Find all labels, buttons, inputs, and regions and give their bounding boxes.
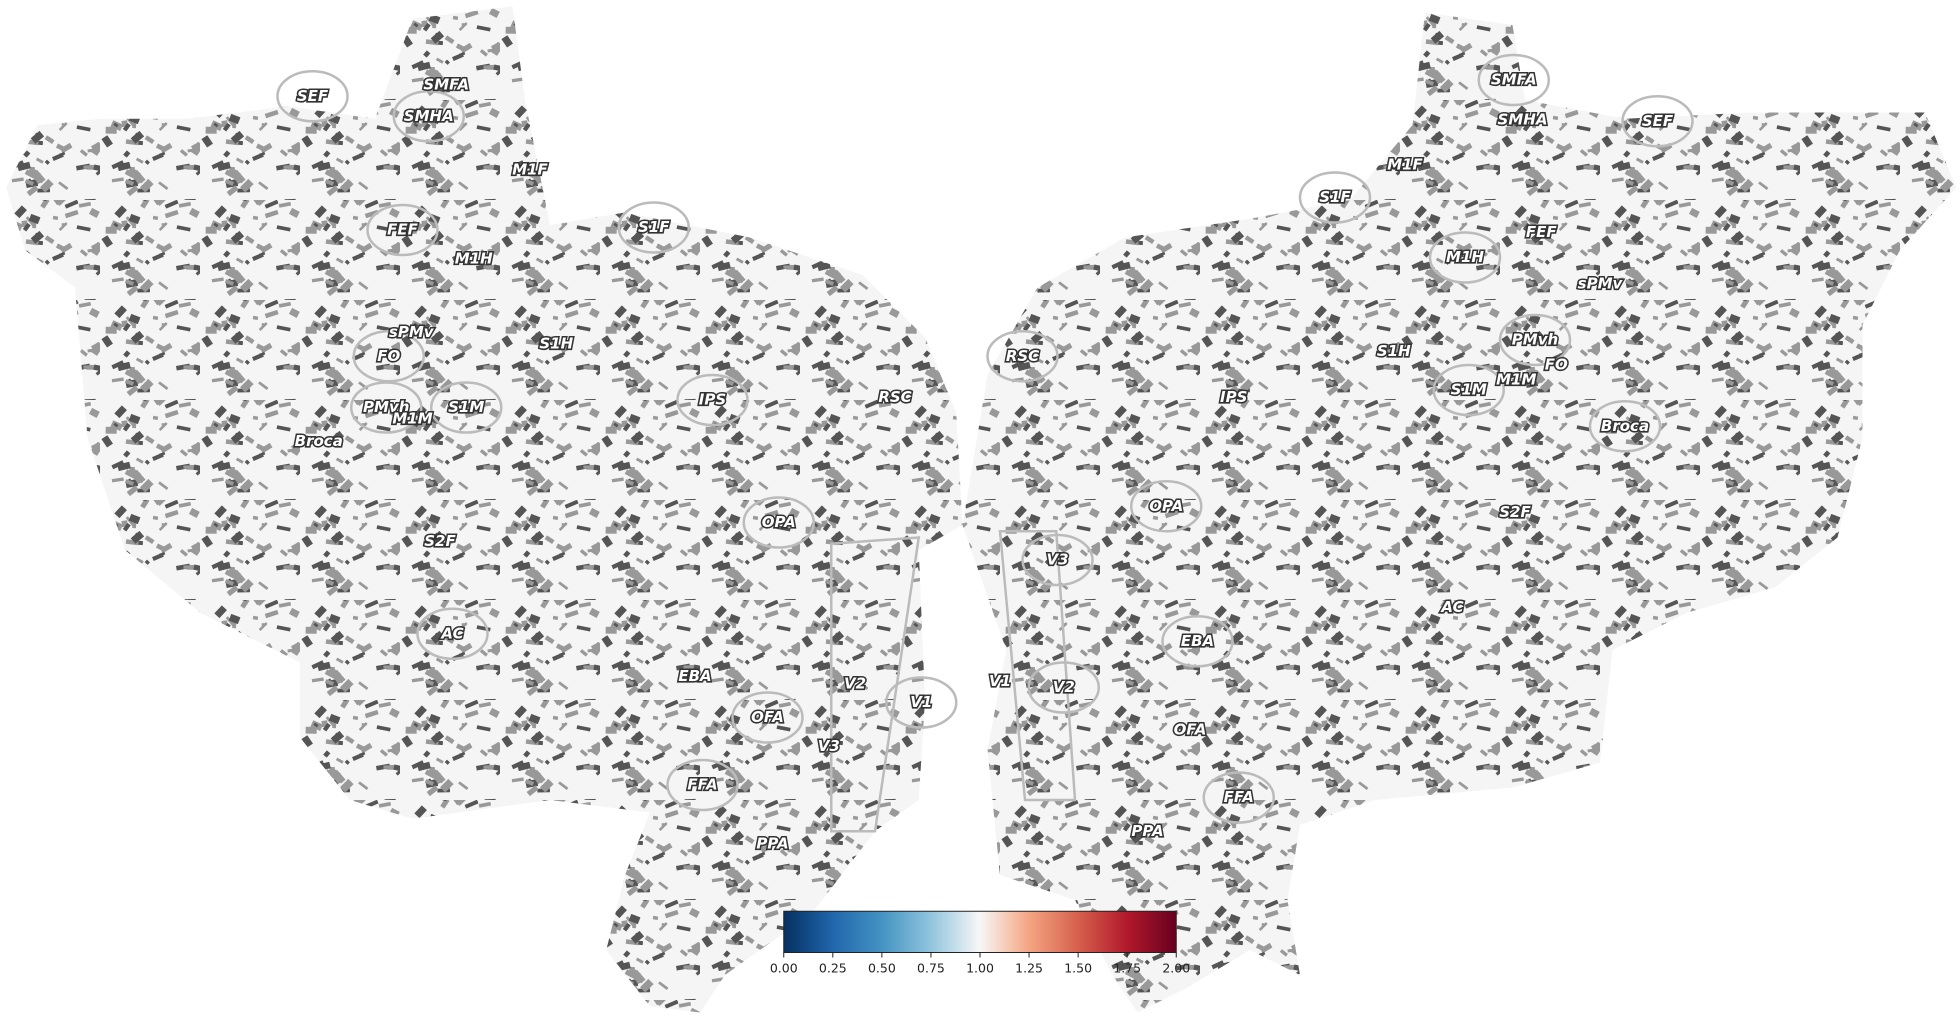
roi-label: V2: [844, 674, 866, 692]
colorbar-tick-label: 1.50: [1064, 961, 1092, 976]
roi-outline: [676, 373, 749, 427]
roi-label: OFA: [751, 708, 784, 726]
roi-label: EBA: [678, 667, 711, 685]
colorbar-tick-label: 1.00: [966, 961, 994, 976]
roi-outline: [986, 329, 1059, 383]
roi-label: V3: [1046, 551, 1068, 569]
roi-label: OFA: [1174, 721, 1207, 739]
roi-label: FEF: [1526, 223, 1557, 241]
roi-label: OPA: [762, 513, 796, 531]
roi-outline: [1021, 533, 1094, 587]
colorbar-tick-label: 2.00: [1162, 961, 1190, 976]
roi-outline: [1428, 231, 1502, 284]
roi-label: SMFA: [423, 76, 469, 94]
roi-outline: [1161, 614, 1234, 668]
roi-label: RSC: [1006, 347, 1039, 365]
roi-outline: [998, 529, 1077, 802]
colorbar-tick-label: 1.25: [1015, 961, 1043, 976]
roi-label: PMvh: [1512, 331, 1558, 349]
colorbar-tick-label: 0.50: [868, 961, 896, 976]
roi-outline: [617, 201, 691, 254]
roi-label: IPS: [1220, 388, 1247, 406]
roi-label: RSC: [878, 388, 911, 406]
roi-outline: [276, 69, 349, 123]
roi-label: M1H: [455, 249, 493, 267]
roi-outline: [885, 676, 958, 729]
colorbar-tick-label: 0.25: [819, 961, 847, 976]
roi-outline: [416, 607, 489, 660]
roi-outline: [1588, 399, 1662, 453]
roi-label: FO: [377, 347, 400, 365]
roi-outline: [1298, 171, 1372, 224]
roi-label: AC: [440, 624, 463, 642]
colorbar: [783, 910, 1177, 953]
roi-label: M1M: [392, 409, 432, 427]
roi-label: S1M: [1451, 381, 1487, 399]
colorbar-tick-label: 1.75: [1113, 961, 1141, 976]
roi-label: S2F: [1499, 503, 1531, 521]
roi-outline: [1498, 313, 1572, 367]
roi-outline: [392, 89, 466, 143]
roi-label: Broca: [295, 432, 343, 450]
roi-label: PPA: [756, 834, 788, 852]
roi-label: S2F: [424, 532, 456, 550]
roi-label: M1F: [512, 161, 548, 179]
roi-label: IPS: [699, 391, 726, 409]
roi-label: SMFA: [1491, 71, 1537, 89]
roi-outline: [352, 329, 426, 383]
roi-outline: [1477, 53, 1550, 107]
colorbar-tick-label: 0.75: [917, 961, 945, 976]
roi-label: AC: [1440, 598, 1463, 616]
roi-label: SEF: [1642, 112, 1674, 130]
roi-label: sPMv: [389, 323, 435, 341]
colorbar-tick-label: 0.00: [770, 961, 798, 976]
roi-label: V1: [910, 693, 932, 711]
roi-outline: [1027, 661, 1100, 714]
roi-outline: [731, 691, 804, 744]
right-hemisphere: [962, 12, 1957, 1013]
roi-label: SEF: [297, 87, 329, 105]
roi-label: SMHA: [404, 107, 454, 125]
roi-outline: [830, 536, 921, 833]
roi-label: M1M: [1496, 371, 1536, 389]
roi-label: V1: [989, 672, 1011, 690]
roi-label: PMvh: [363, 398, 409, 416]
roi-outline: [1432, 363, 1505, 417]
roi-label: S1H: [539, 334, 573, 352]
roi-label: SMHA: [1498, 111, 1548, 129]
roi-label: OPA: [1149, 497, 1183, 515]
roi-outline: [350, 381, 423, 434]
roi-label: FEF: [387, 221, 418, 239]
roi-label: M1F: [1387, 156, 1423, 174]
roi-label: S1M: [448, 398, 484, 416]
roi-label: Broca: [1601, 417, 1649, 435]
roi-label: S1H: [1377, 342, 1411, 360]
roi-outline: [666, 758, 739, 812]
roi-outline: [430, 381, 503, 434]
roi-label: PPA: [1131, 822, 1163, 840]
roi-label: S1F: [1319, 188, 1351, 206]
roi-outline: [1202, 771, 1275, 824]
roi-label: V2: [1053, 678, 1075, 696]
left-hemisphere: [6, 6, 963, 1013]
roi-label: V3: [818, 737, 840, 755]
roi-label: sPMv: [1578, 274, 1624, 292]
roi-outline: [366, 203, 439, 257]
roi-outlines: [276, 53, 1694, 833]
roi-outline: [1621, 94, 1694, 148]
roi-label: M1H: [1446, 248, 1484, 266]
roi-label: FO: [1545, 356, 1568, 374]
roi-label: EBA: [1181, 632, 1214, 650]
roi-label: FFA: [1224, 788, 1254, 806]
roi-label: FFA: [687, 776, 717, 794]
roi-outline: [742, 496, 816, 549]
roi-outline: [1129, 479, 1203, 533]
roi-label: S1F: [638, 218, 670, 236]
